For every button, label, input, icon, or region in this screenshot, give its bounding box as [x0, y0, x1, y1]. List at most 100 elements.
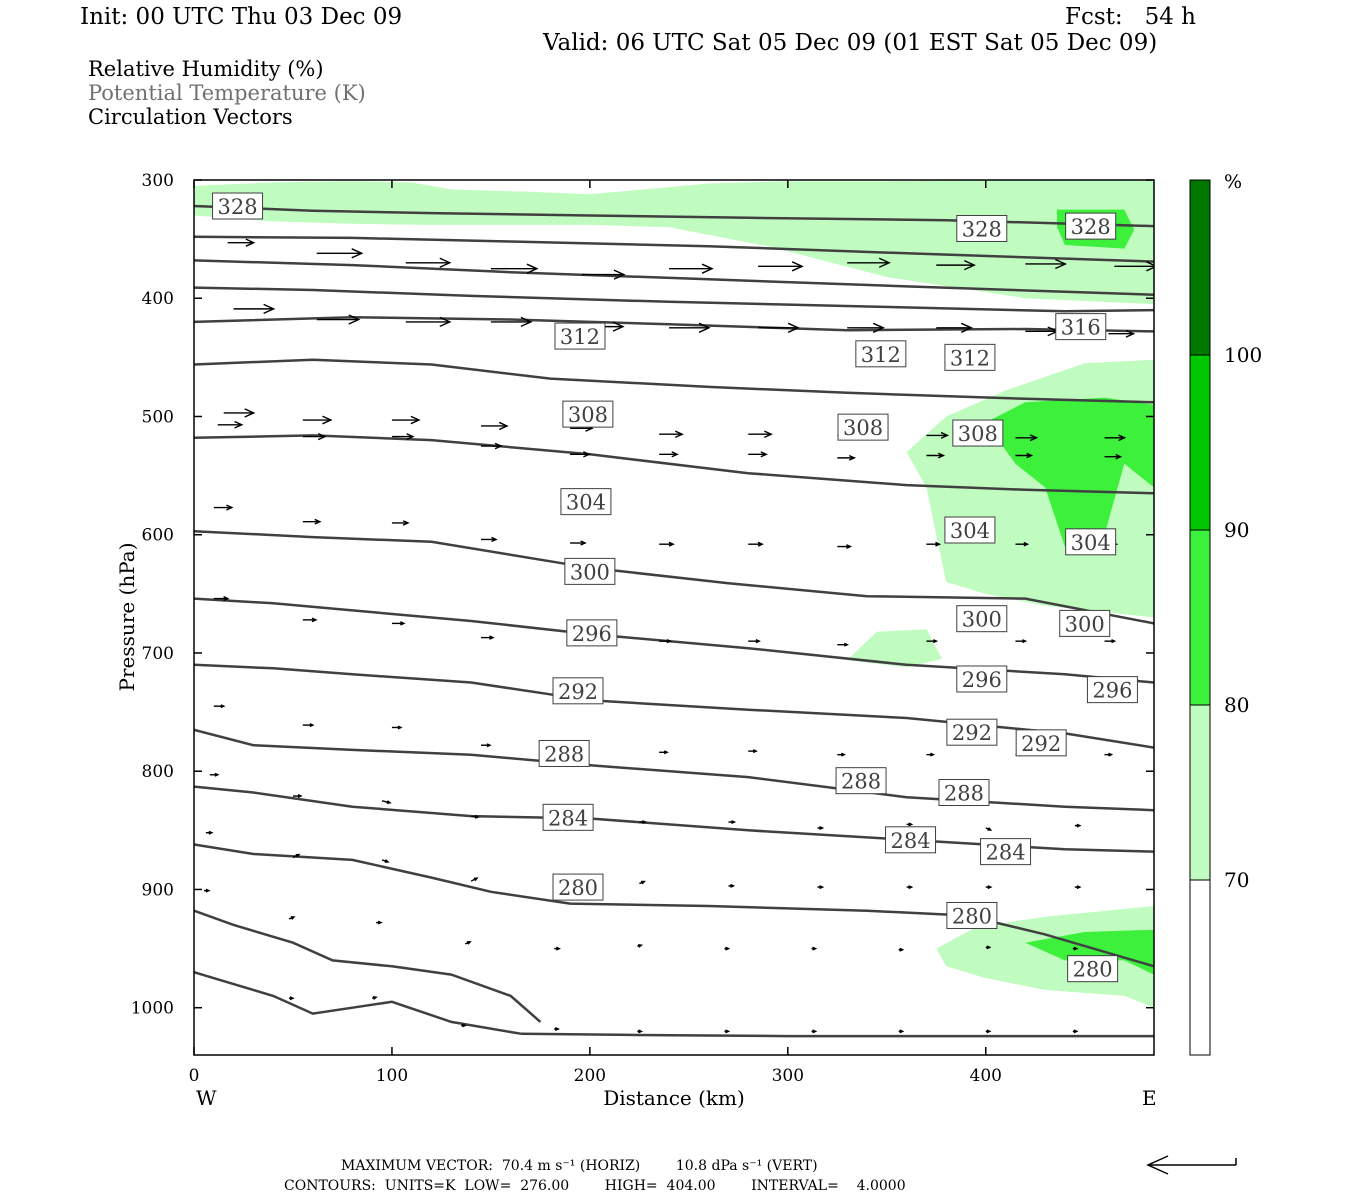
theta-contour-276: [194, 971, 521, 1035]
circulation-vector-head: [1076, 823, 1082, 828]
contour-label: 288: [944, 782, 984, 806]
circulation-vector-head: [489, 635, 495, 640]
circulation-vector-head: [764, 430, 773, 438]
circulation-vector-head: [439, 257, 452, 268]
contour-label: 296: [572, 622, 612, 646]
circulation-vector-head: [668, 541, 675, 547]
contour-label: 316: [1061, 316, 1101, 340]
circulation-vector-head: [960, 322, 973, 333]
circulation-vector-head: [663, 750, 669, 755]
circulation-vector-head: [520, 316, 533, 328]
contour-label: 328: [217, 195, 257, 219]
colorbar-tick-label: 90: [1224, 518, 1249, 542]
theta-contour-324: [194, 235, 1154, 263]
contour-label: 280: [558, 876, 598, 900]
contour-label: 284: [548, 806, 588, 830]
forecast-hour: Fcst: 54 h: [1065, 4, 1196, 30]
y-tick-label: 300: [142, 171, 174, 191]
contour-label: 280: [952, 904, 992, 928]
circulation-vector-head: [554, 1026, 560, 1031]
relative-humidity-shading: [194, 180, 1154, 1008]
circulation-vector-head: [787, 322, 800, 333]
circulation-vector-head: [908, 822, 914, 827]
theta-contour-308: [194, 434, 1154, 495]
circulation-vector-head: [819, 825, 825, 830]
circulation-vector-head: [473, 877, 479, 882]
circulation-vector-head: [220, 704, 226, 709]
circulation-vector-head: [1073, 1029, 1079, 1034]
circulation-vector-head: [812, 1029, 818, 1034]
circulation-vector-head: [290, 916, 296, 920]
circulation-vector-head: [439, 316, 452, 328]
circulation-vector-head: [1076, 885, 1082, 890]
circulation-vector-head: [755, 639, 761, 644]
circulation-vector-head: [725, 946, 731, 951]
circulation-vector-head: [555, 946, 561, 951]
theta-contour-300: [194, 597, 1154, 684]
colorbar-segment: [1189, 179, 1211, 356]
contour-label: 288: [841, 770, 881, 794]
theta-contour-328: [194, 204, 1154, 228]
circulation-vector-head: [937, 452, 946, 459]
theta-contour-276: [520, 1032, 1154, 1038]
x-tick-label: 0: [189, 1066, 200, 1086]
colorbar-tick-label: 70: [1224, 868, 1249, 892]
circulation-vector-head: [878, 257, 891, 268]
contour-label: 300: [570, 560, 610, 584]
y-tick-label: 500: [142, 407, 174, 427]
contour-label: 308: [958, 422, 998, 446]
circulation-vector-head: [410, 415, 421, 425]
circulation-vector-head: [583, 451, 591, 458]
circulation-vector-head: [234, 420, 244, 429]
contour-label-box: [944, 516, 996, 544]
contour-label: 284: [985, 841, 1025, 865]
contour-label-box: [1086, 676, 1138, 704]
circulation-vector-head: [819, 885, 825, 890]
x-tick-label: 300: [772, 1066, 804, 1086]
contour-label: 308: [843, 416, 883, 440]
circulation-vector-head: [1118, 434, 1127, 442]
contour-label: 300: [1065, 612, 1105, 636]
circulation-vector-head: [638, 1029, 644, 1034]
contour-label: 308: [568, 403, 608, 427]
circulation-vector-head: [872, 322, 885, 333]
contour-label: 280: [1073, 958, 1113, 982]
circulation-vector-head: [384, 859, 390, 863]
circulation-vector-head: [1115, 453, 1123, 460]
circulation-vector-head: [848, 454, 857, 461]
colorbar-segment: [1189, 879, 1211, 1056]
circulation-vector-head: [491, 536, 498, 543]
circulation-vector-head: [498, 421, 509, 431]
circulation-vector-head: [377, 920, 383, 925]
rh-region-70: [847, 629, 943, 668]
circulation-vector-head: [295, 853, 301, 858]
contour-label-box: [946, 901, 998, 929]
rh-region-70: [194, 180, 1154, 305]
contour-label: 300: [962, 608, 1002, 632]
theta-contour-280: [194, 909, 542, 1023]
circulation-vector-head: [701, 263, 714, 274]
circulation-vector-head: [486, 743, 492, 748]
circulation-vector-head: [671, 451, 679, 458]
contour-label: 292: [952, 721, 992, 745]
circulation-vector-head: [402, 520, 410, 526]
circulation-vector-head: [1146, 261, 1154, 272]
theta-contour-304: [194, 529, 1154, 625]
colorbar-tick-label: 100: [1224, 343, 1262, 367]
circulation-vector-head: [372, 995, 378, 1000]
contours-note: CONTOURS: UNITS=K LOW= 276.00 HIGH= 404.…: [284, 1178, 906, 1194]
circulation-vector-head: [899, 1029, 905, 1034]
contour-label-box: [946, 718, 998, 746]
circulation-vector-head: [674, 430, 684, 438]
contour-label-box: [956, 665, 1008, 693]
x-axis-title: Distance (km): [603, 1086, 745, 1110]
contour-label: 312: [861, 343, 901, 367]
circulation-vector-head: [846, 544, 853, 549]
circulation-vector-head: [1026, 452, 1034, 459]
colorbar-segment: [1189, 354, 1211, 531]
circulation-vector-head: [791, 261, 804, 272]
legend-potential-temperature: Potential Temperature (K): [88, 81, 366, 105]
colorbar: 70 80 90 100: [1189, 179, 1262, 1056]
contour-label-box: [938, 779, 990, 806]
contour-label: 296: [1092, 679, 1132, 703]
